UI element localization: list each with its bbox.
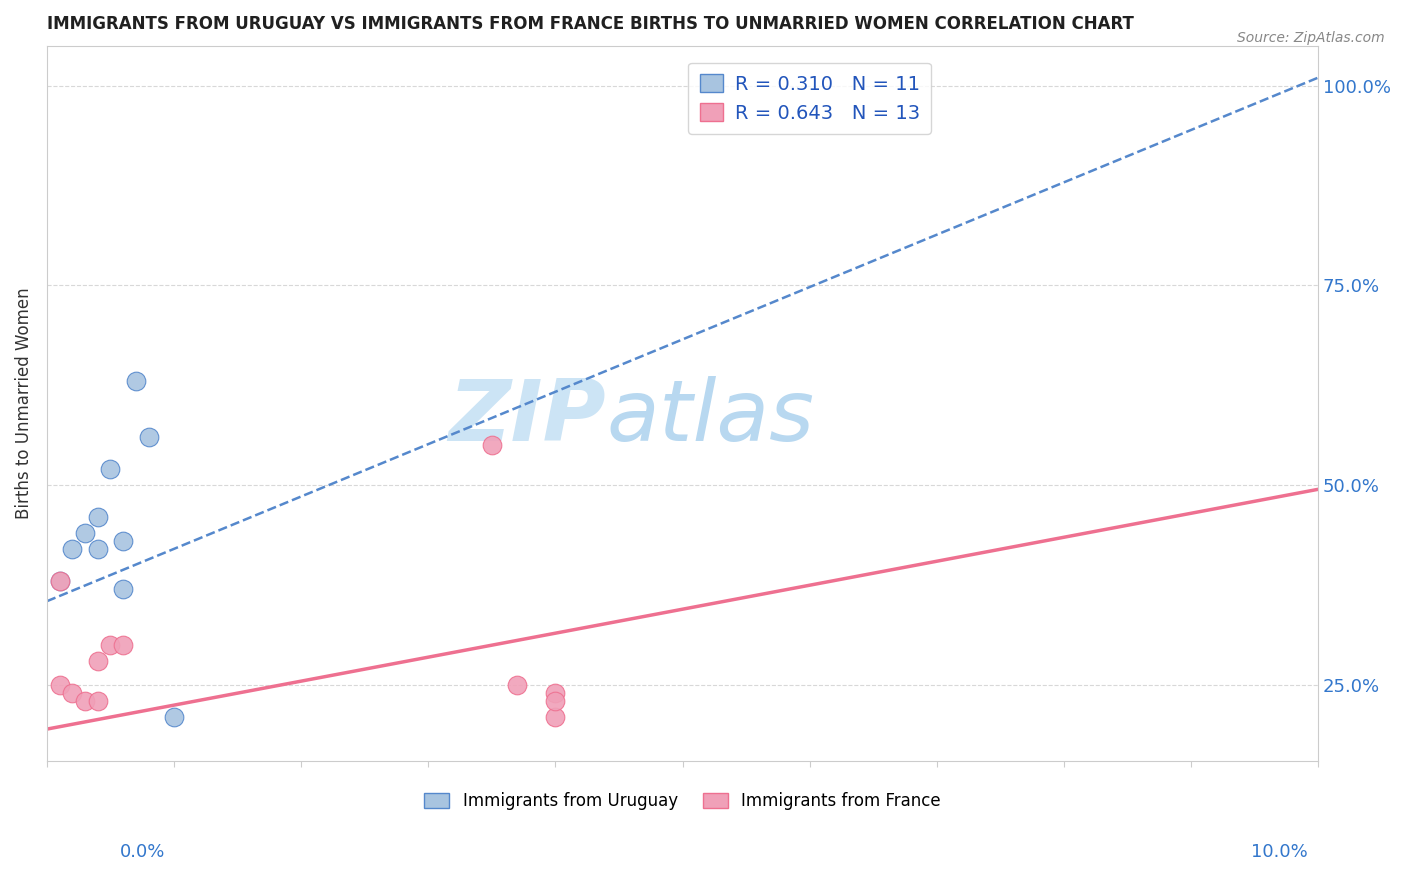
Text: Source: ZipAtlas.com: Source: ZipAtlas.com — [1237, 31, 1385, 45]
Point — [138, 430, 160, 444]
Point — [73, 526, 96, 541]
Point — [163, 710, 186, 724]
Point — [87, 542, 110, 557]
Point — [544, 694, 567, 708]
Point — [112, 582, 135, 597]
Text: 0.0%: 0.0% — [120, 843, 165, 861]
Point — [48, 574, 70, 589]
Point — [481, 438, 503, 452]
Point — [100, 638, 122, 652]
Point — [87, 654, 110, 668]
Point — [73, 694, 96, 708]
Point — [48, 574, 70, 589]
Point — [506, 678, 529, 692]
Point — [544, 686, 567, 700]
Point — [87, 510, 110, 524]
Text: ZIP: ZIP — [449, 376, 606, 459]
Y-axis label: Births to Unmarried Women: Births to Unmarried Women — [15, 287, 32, 519]
Text: IMMIGRANTS FROM URUGUAY VS IMMIGRANTS FROM FRANCE BIRTHS TO UNMARRIED WOMEN CORR: IMMIGRANTS FROM URUGUAY VS IMMIGRANTS FR… — [46, 15, 1133, 33]
Point — [60, 686, 83, 700]
Point — [48, 678, 70, 692]
Point — [112, 534, 135, 549]
Point — [544, 710, 567, 724]
Point — [100, 462, 122, 476]
Text: 10.0%: 10.0% — [1251, 843, 1308, 861]
Legend: Immigrants from Uruguay, Immigrants from France: Immigrants from Uruguay, Immigrants from… — [418, 786, 948, 817]
Text: atlas: atlas — [606, 376, 814, 459]
Point — [125, 375, 148, 389]
Point — [60, 542, 83, 557]
Point — [87, 694, 110, 708]
Point — [112, 638, 135, 652]
